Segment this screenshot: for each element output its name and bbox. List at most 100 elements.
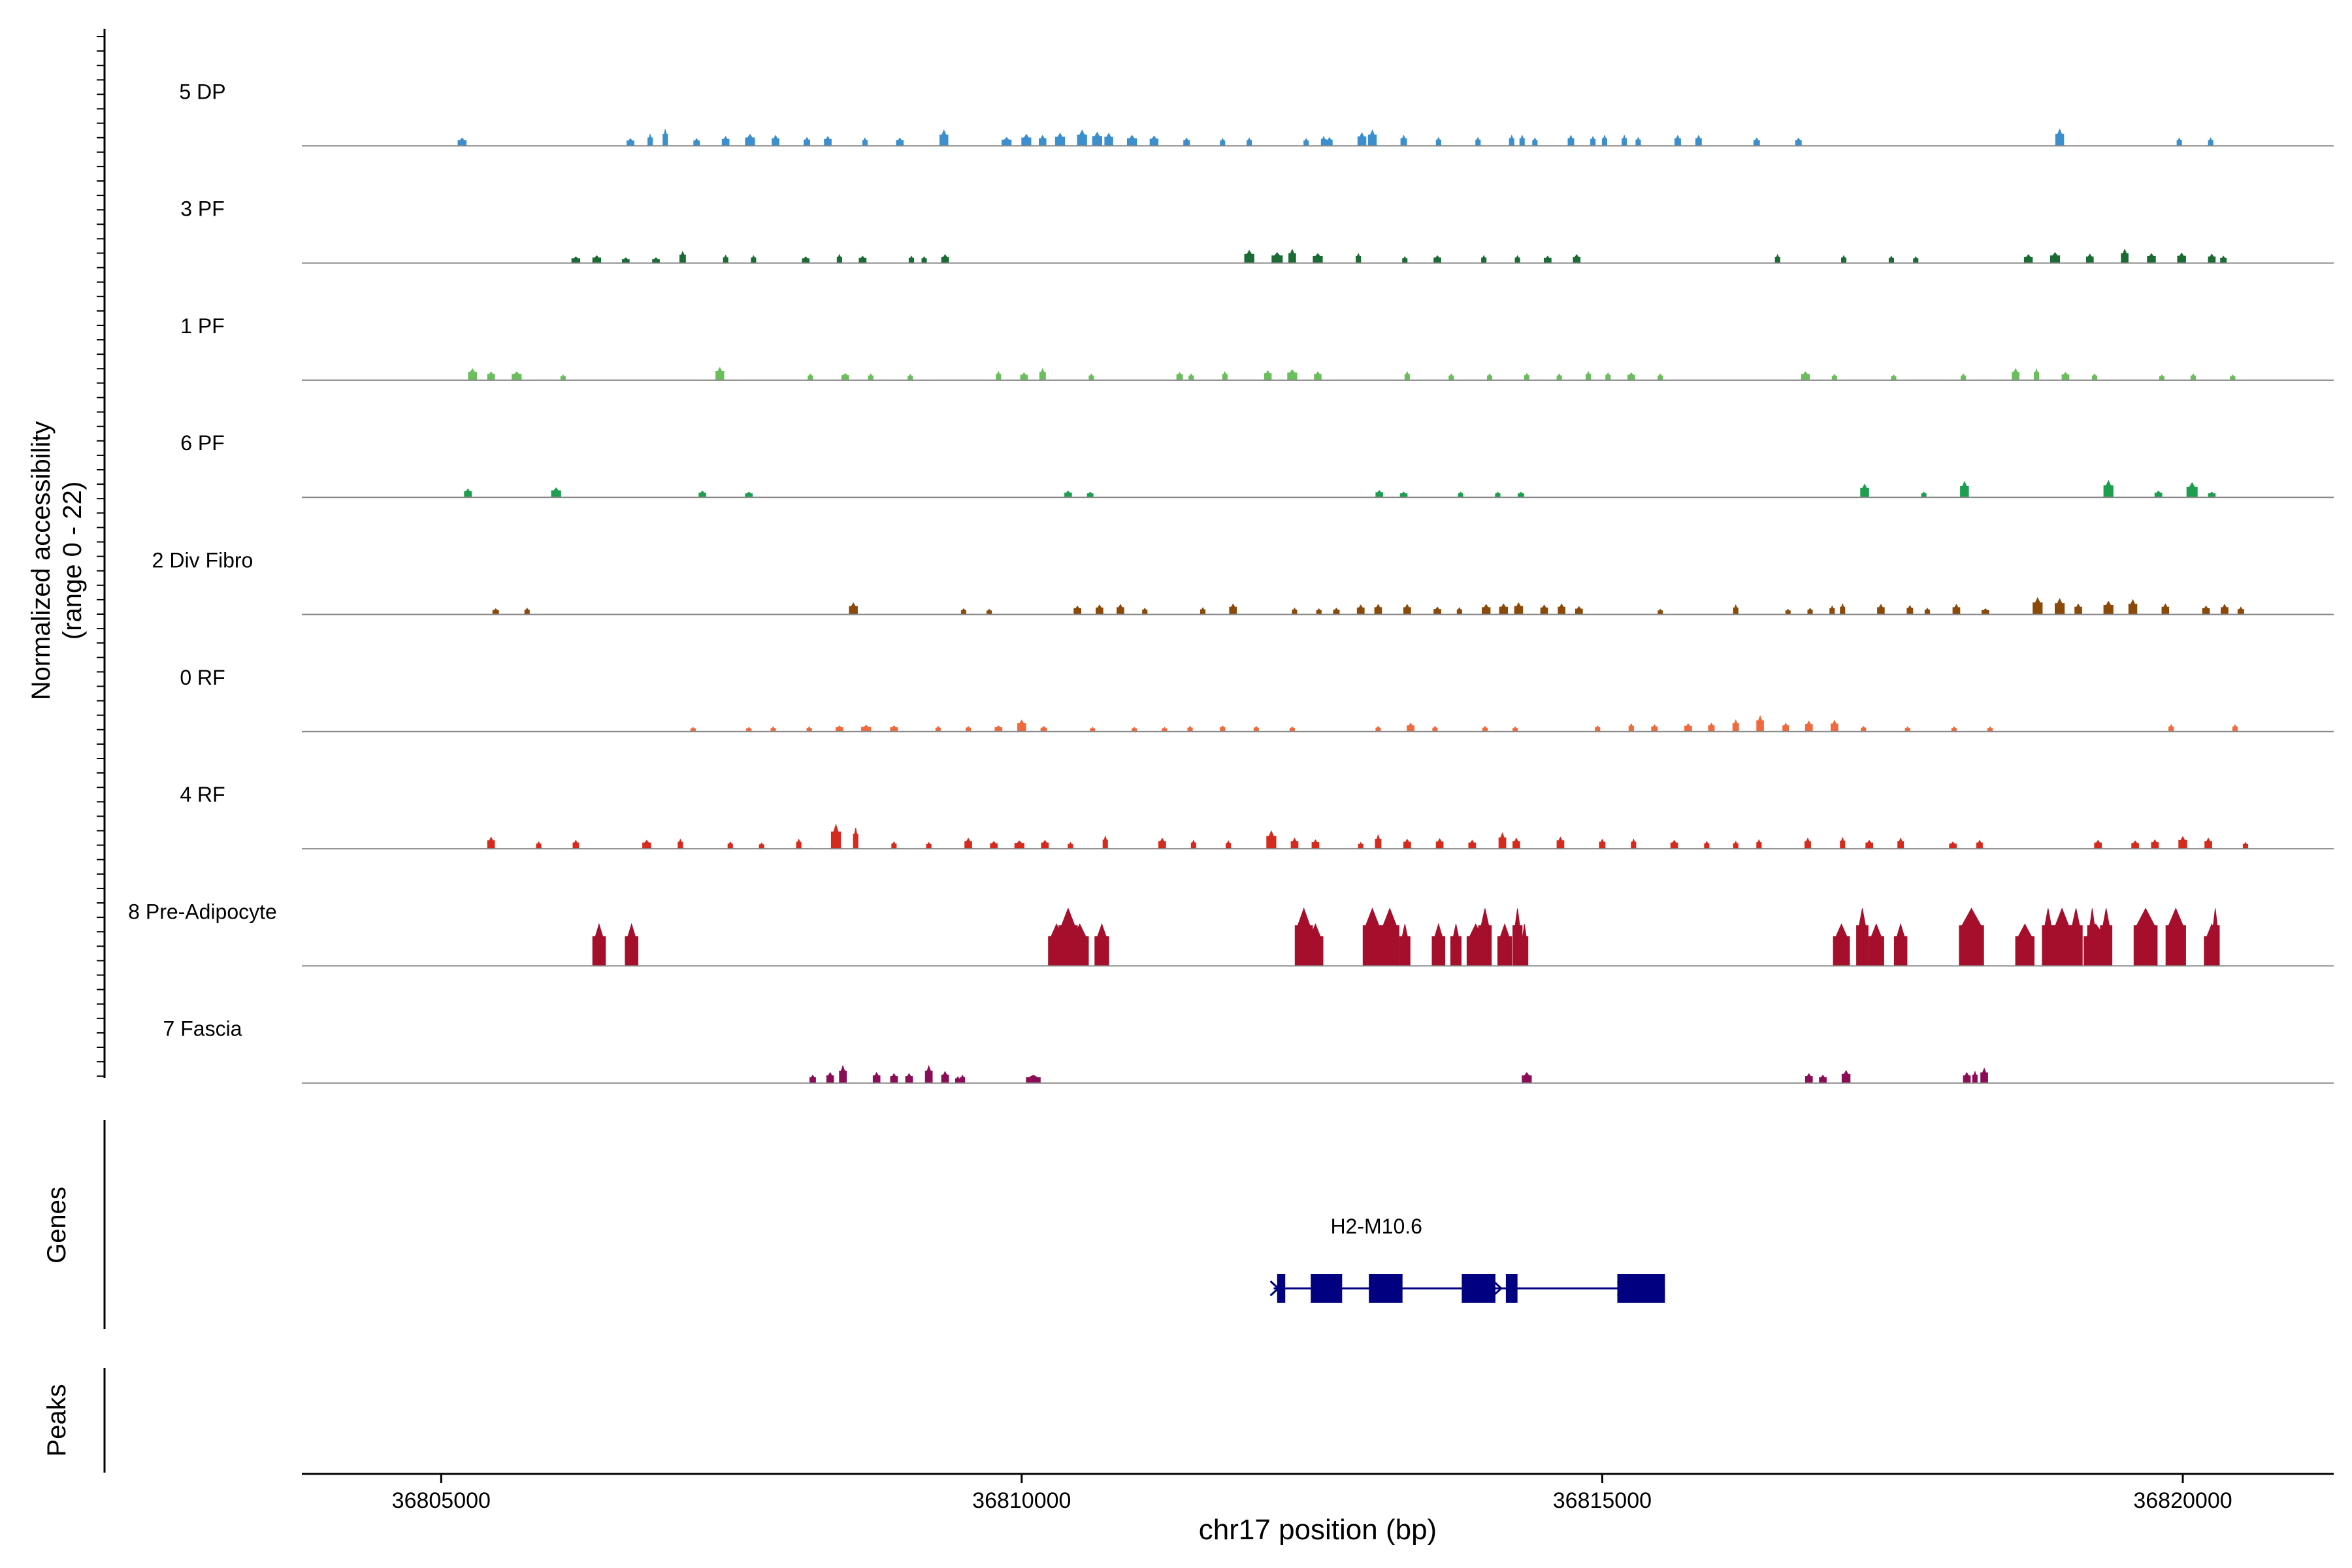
coverage-peak xyxy=(1805,1073,1813,1084)
track-0-rf: 0 RF xyxy=(180,666,2334,732)
coverage-peak xyxy=(2159,374,2164,381)
coverage-peak xyxy=(1785,608,1791,615)
coverage-peak xyxy=(1433,606,1441,615)
coverage-peak xyxy=(2042,908,2055,966)
coverage-peak xyxy=(2211,908,2220,966)
track-4-rf: 4 RF xyxy=(180,783,2334,850)
track-label: 8 Pre-Adipocyte xyxy=(128,900,277,923)
coverage-peak xyxy=(1226,840,1232,849)
track-7-fascia: 7 Fascia xyxy=(163,1017,2334,1084)
coverage-peak xyxy=(2221,604,2229,615)
track-label: 4 RF xyxy=(180,783,225,806)
coverage-peak xyxy=(2176,137,2182,146)
coverage-peak xyxy=(2165,907,2186,966)
coverage-peak xyxy=(647,133,653,146)
coverage-peak xyxy=(1356,604,1365,615)
coverage-peak xyxy=(890,725,898,732)
coverage-peak xyxy=(1782,723,1789,732)
coverage-peak xyxy=(1833,923,1850,966)
track-label: 1 PF xyxy=(180,314,225,338)
coverage-peak xyxy=(1972,1070,1978,1084)
coverage-peak xyxy=(1556,836,1565,849)
track-3-pf: 3 PF xyxy=(180,197,2334,264)
coverage-peak xyxy=(1959,907,1984,966)
coverage-peak xyxy=(2023,254,2033,264)
coverage-peak xyxy=(2061,372,2070,381)
coverage-peak xyxy=(1374,604,1382,615)
gene-strand-arrow xyxy=(1269,1280,1280,1297)
coverage-peak xyxy=(1498,832,1507,849)
track-2-div-fibro: 2 Div Fibro xyxy=(152,549,2334,615)
coverage-peak xyxy=(1961,373,1967,381)
coverage-peak xyxy=(1732,719,1739,732)
coverage-peak xyxy=(2069,908,2083,966)
coverage-peak xyxy=(1558,603,1565,615)
coverage-peak xyxy=(1229,603,1237,615)
coverage-peak xyxy=(1544,255,1552,264)
coverage-peak xyxy=(1333,608,1340,615)
coverage-peak xyxy=(2178,836,2187,849)
coverage-peak xyxy=(1041,840,1049,849)
coverage-peak xyxy=(1356,252,1362,264)
coverage-peak xyxy=(571,256,581,264)
coverage-peak xyxy=(890,1073,898,1084)
coverage-peak xyxy=(1841,1070,1851,1084)
x-axis-tick-label: 36810000 xyxy=(972,1488,1071,1513)
coverage-peak xyxy=(492,608,499,615)
gene-exon xyxy=(1505,1274,1518,1303)
coverage-peak xyxy=(1708,723,1715,732)
coverage-peak xyxy=(2208,137,2213,146)
coverage-peak xyxy=(1605,372,1611,381)
coverage-peak xyxy=(1888,255,1894,264)
coverage-peak xyxy=(1021,133,1032,146)
coverage-peak xyxy=(1077,129,1087,146)
coverage-peak xyxy=(1897,837,1904,849)
coverage-peak xyxy=(2055,598,2065,615)
coverage-peak xyxy=(2012,368,2019,381)
coverage-peak xyxy=(1819,1074,1827,1084)
coverage-peak xyxy=(1520,924,1529,966)
coverage-peak xyxy=(960,1074,966,1084)
coverage-peak xyxy=(1524,372,1529,381)
coverage-peak xyxy=(1183,137,1190,146)
coverage-peak xyxy=(678,838,683,849)
coverage-peak xyxy=(1064,490,1072,498)
coverage-peak xyxy=(1924,607,1931,615)
coverage-peak xyxy=(862,137,868,146)
coverage-peak xyxy=(924,1064,933,1084)
coverage-peak xyxy=(1054,133,1066,146)
coverage-peak xyxy=(2208,491,2216,498)
coverage-peak xyxy=(1456,607,1462,615)
coverage-peak xyxy=(808,373,813,381)
coverage-peak xyxy=(1532,137,1538,146)
gene-exon xyxy=(1369,1274,1403,1303)
track-label: 7 Fascia xyxy=(163,1017,242,1041)
coverage-peak xyxy=(1117,604,1124,615)
coverage-peak xyxy=(1362,907,1382,966)
coverage-peak xyxy=(2220,255,2227,264)
coverage-peak xyxy=(935,725,941,732)
coverage-peak xyxy=(560,374,566,381)
coverage-peak xyxy=(1086,491,1094,498)
coverage-peak xyxy=(512,371,522,381)
coverage-peak xyxy=(1987,726,1993,732)
coverage-peak xyxy=(1403,604,1411,615)
coverage-peak xyxy=(994,725,1003,732)
coverage-peak xyxy=(1264,370,1272,381)
coverage-peak xyxy=(1893,923,1908,966)
coverage-peak xyxy=(751,255,757,264)
coverage-peak xyxy=(2091,373,2097,381)
coverage-peak xyxy=(1512,726,1518,732)
coverage-peak xyxy=(715,367,725,381)
coverage-peak xyxy=(2083,923,2108,966)
coverage-peak xyxy=(487,371,495,381)
coverage-peak xyxy=(868,373,874,381)
coverage-peak xyxy=(2151,839,2159,849)
coverage-peak xyxy=(1435,838,1444,849)
coverage-peak xyxy=(1220,138,1226,146)
coverage-peak xyxy=(1658,608,1663,615)
coverage-peak xyxy=(1039,135,1047,146)
coverage-peak xyxy=(1190,840,1196,849)
coverage-peak xyxy=(723,254,728,264)
coverage-peak xyxy=(2177,252,2186,264)
